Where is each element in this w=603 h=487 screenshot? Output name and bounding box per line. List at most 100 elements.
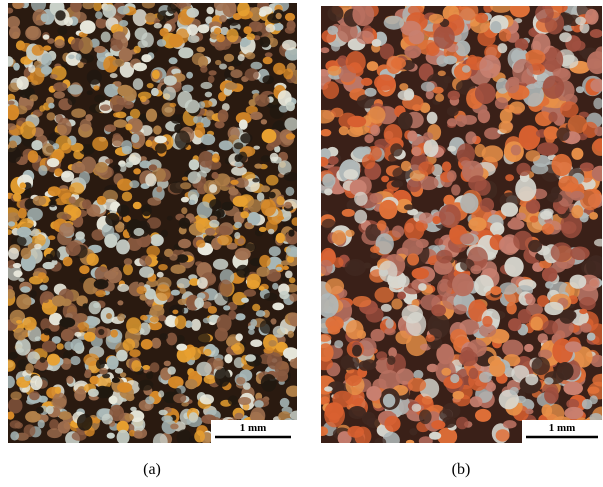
grain: [460, 193, 478, 213]
grain: [259, 255, 270, 267]
grain: [34, 244, 42, 250]
grain: [379, 200, 397, 219]
grain: [589, 212, 598, 220]
grain: [404, 204, 414, 210]
grain: [114, 119, 128, 128]
grain: [68, 84, 83, 94]
grain: [16, 320, 22, 324]
grain: [356, 31, 374, 45]
grain: [318, 334, 331, 342]
grain: [384, 124, 403, 145]
grain: [13, 193, 21, 202]
grain: [266, 24, 276, 33]
grain: [129, 180, 139, 188]
grain: [124, 258, 132, 265]
grain: [543, 320, 558, 334]
grain: [28, 150, 39, 163]
grain: [105, 159, 113, 164]
grain: [447, 106, 459, 116]
grain: [548, 112, 557, 123]
grain: [324, 188, 332, 195]
grain: [198, 24, 210, 33]
grain: [572, 41, 586, 51]
grain: [453, 304, 467, 314]
grain: [407, 131, 417, 142]
grain: [255, 94, 270, 106]
grain: [139, 266, 154, 277]
grain: [510, 217, 521, 229]
grain: [33, 196, 47, 206]
grain: [48, 201, 56, 208]
grain: [231, 345, 241, 351]
grain: [117, 6, 129, 15]
grain: [582, 399, 593, 409]
grain: [12, 0, 24, 9]
grain: [161, 230, 168, 237]
grain: [346, 51, 366, 73]
grain: [156, 186, 162, 192]
grain: [134, 228, 145, 236]
grain: [69, 197, 76, 204]
grain: [117, 382, 132, 392]
grain: [201, 82, 213, 89]
grain: [178, 47, 193, 58]
grain: [177, 429, 192, 445]
grain: [432, 216, 440, 224]
grain: [6, 412, 14, 420]
grain: [157, 257, 163, 261]
grain: [344, 169, 359, 180]
grain: [524, 344, 533, 352]
grain: [69, 182, 84, 194]
grain: [256, 267, 269, 277]
grain: [57, 343, 64, 350]
grain: [133, 168, 141, 174]
grain: [117, 300, 123, 305]
grain: [581, 260, 596, 275]
grain: [123, 338, 135, 350]
grain: [240, 133, 252, 143]
grain: [279, 291, 289, 299]
grain: [2, 360, 15, 372]
grain: [490, 0, 512, 13]
grain: [115, 81, 122, 87]
grain: [92, 137, 108, 151]
grain: [544, 302, 563, 315]
grain: [41, 53, 52, 66]
grain: [509, 101, 525, 113]
grain: [179, 218, 190, 229]
grain: [424, 139, 439, 157]
grain: [122, 146, 132, 155]
grain: [104, 234, 117, 248]
grain: [24, 424, 36, 437]
grain: [153, 433, 168, 450]
grain: [447, 170, 457, 182]
grain: [194, 298, 204, 309]
grain: [367, 61, 379, 71]
grain: [5, 123, 16, 130]
grain: [426, 334, 435, 342]
grain: [469, 368, 479, 379]
grain: [332, 391, 353, 408]
grain: [167, 216, 173, 221]
grain: [154, 23, 162, 29]
grain: [260, 37, 271, 48]
grain: [575, 17, 586, 26]
grain: [13, 270, 22, 277]
grain: [501, 202, 518, 216]
grain: [180, 182, 191, 189]
grain: [366, 307, 384, 323]
grain: [147, 197, 161, 206]
grain: [197, 47, 206, 53]
grain: [6, 289, 15, 299]
grain: [475, 409, 491, 422]
grain: [64, 341, 73, 350]
grain: [331, 41, 340, 52]
grain: [545, 281, 553, 288]
grain: [97, 196, 107, 205]
grain: [196, 122, 204, 128]
grain: [264, 293, 278, 301]
grain: [23, 317, 37, 331]
grain: [145, 140, 152, 147]
grain: [327, 26, 338, 35]
grain: [163, 87, 176, 101]
